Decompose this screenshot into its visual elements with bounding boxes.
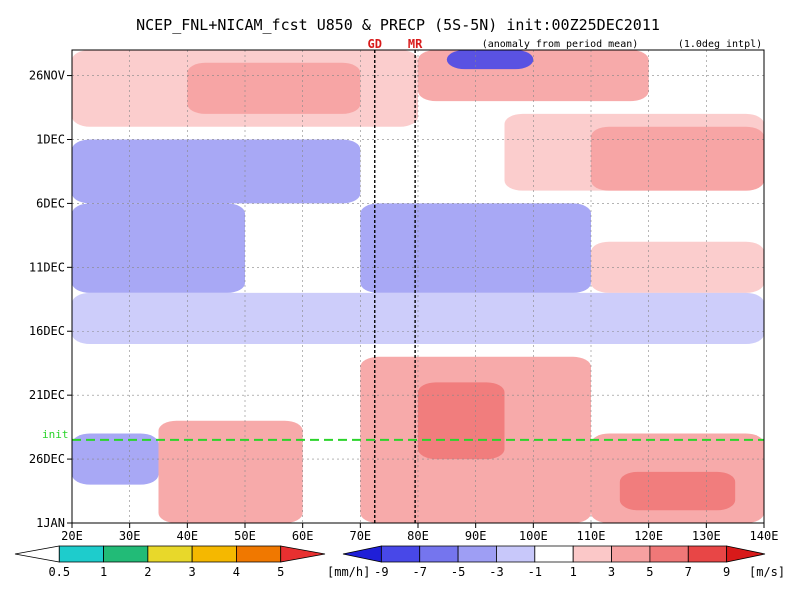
u850-colorbar-box: [380, 545, 421, 563]
u850-colorbar-label: 9: [723, 565, 730, 579]
u850-colorbar: -9 -7 -5 -3 -1 1 3 5 7 9 [m/s]: [342, 545, 785, 579]
precip-colorbar-label: 2: [144, 565, 151, 579]
reference-markers: GD MR: [368, 37, 423, 523]
precip-colorbar-box: [103, 545, 149, 563]
precip-colorbar-box: [280, 545, 326, 563]
x-axis-ticks: 20E 30E 40E 50E 60E 70E 80E 90E 100E 110E 120E 130E…: [61, 523, 778, 543]
u850-colorbar-box: [649, 545, 689, 563]
precip-colorbar-label: 0.5: [48, 565, 70, 579]
u850-colorbar-label: -3: [489, 565, 503, 579]
u850-colorbar-box: [496, 545, 536, 563]
u850-colorbar-box: [342, 545, 382, 563]
u850-colorbar-label: 5: [646, 565, 653, 579]
anomaly-region-8: [72, 203, 245, 293]
x-tick-label: 30E: [119, 529, 141, 543]
u850-colorbar-box: [419, 545, 459, 563]
x-tick-label: 140E: [750, 529, 779, 543]
grid-lines: [72, 50, 764, 524]
u850-colorbar-label: 7: [685, 565, 692, 579]
precip-colorbar-unit: [mm/h]: [327, 565, 370, 579]
y-tick-label: 26DEC: [29, 452, 65, 466]
u850-colorbar-label: -5: [451, 565, 465, 579]
x-tick-label: 130E: [692, 529, 721, 543]
y-tick-label: 11DEC: [29, 260, 65, 274]
chart-title: NCEP_FNL+NICAM_fcst U850 & PRECP (5S-5N)…: [136, 16, 660, 34]
anomaly-region-1: [187, 62, 361, 114]
anomaly-region-16: [72, 433, 159, 485]
y-tick-label: 21DEC: [29, 388, 65, 402]
x-tick-label: 80E: [407, 529, 429, 543]
u850-colorbar-label: -1: [528, 565, 542, 579]
u850-colorbar-box: [572, 545, 612, 563]
u850-colorbar-label: 1: [570, 565, 577, 579]
u850-colorbar-label: -7: [413, 565, 427, 579]
y-tick-label: 16DEC: [29, 324, 65, 338]
marker-label-gd: GD: [368, 37, 382, 51]
y-axis-ticks: 26NOV 1DEC 6DEC 11DEC 16DEC 21DEC 26DEC 1JAN: [29, 69, 72, 530]
anomaly-region-5: [591, 126, 764, 191]
y-tick-label: 1JAN: [36, 516, 65, 530]
x-tick-label: 110E: [577, 529, 606, 543]
u850-colorbar-box: [534, 545, 574, 563]
precip-colorbar-label: 3: [189, 565, 196, 579]
u850-colorbar-box: [687, 545, 728, 563]
anomaly-region-6: [72, 139, 361, 204]
precip-colorbar-label: 5: [277, 565, 284, 579]
anomaly-region-3: [446, 50, 534, 70]
precip-colorbar-box: [236, 545, 282, 563]
marker-label-mr: MR: [408, 37, 423, 51]
precip-colorbar: 0.5 1 2 3 4 5 [mm/h]: [14, 545, 370, 579]
precip-colorbar-box: [58, 545, 104, 563]
y-tick-label: 6DEC: [36, 196, 65, 210]
x-tick-label: 20E: [61, 529, 83, 543]
u850-colorbar-label: -9: [374, 565, 388, 579]
x-tick-label: 100E: [519, 529, 548, 543]
precip-colorbar-label: 1: [100, 565, 107, 579]
precip-colorbar-box: [191, 545, 237, 563]
x-tick-label: 50E: [234, 529, 256, 543]
u850-colorbar-box: [457, 545, 497, 563]
u850-colorbar-unit: [m/s]: [749, 565, 785, 579]
precip-colorbar-box: [147, 545, 193, 563]
x-tick-label: 60E: [292, 529, 314, 543]
chart-subtitle: (anomaly from period mean): [482, 39, 639, 50]
init-line-group: init: [42, 428, 764, 441]
anomaly-region-12: [418, 382, 505, 460]
x-tick-label: 90E: [465, 529, 487, 543]
precip-colorbar-box: [14, 545, 60, 563]
anomaly-region-15: [619, 471, 736, 511]
init-label: init: [42, 428, 69, 441]
x-tick-label: 120E: [634, 529, 663, 543]
x-tick-label: 70E: [349, 529, 371, 543]
anomaly-region-13: [158, 420, 303, 523]
x-tick-label: 40E: [176, 529, 198, 543]
y-tick-label: 26NOV: [29, 69, 65, 83]
precip-colorbar-label: 4: [233, 565, 240, 579]
chart-note: (1.0deg intpl): [678, 39, 762, 50]
u850-colorbar-label: 3: [608, 565, 615, 579]
y-tick-label: 1DEC: [36, 132, 65, 146]
u850-colorbar-box: [726, 545, 766, 563]
u850-colorbar-box: [611, 545, 651, 563]
